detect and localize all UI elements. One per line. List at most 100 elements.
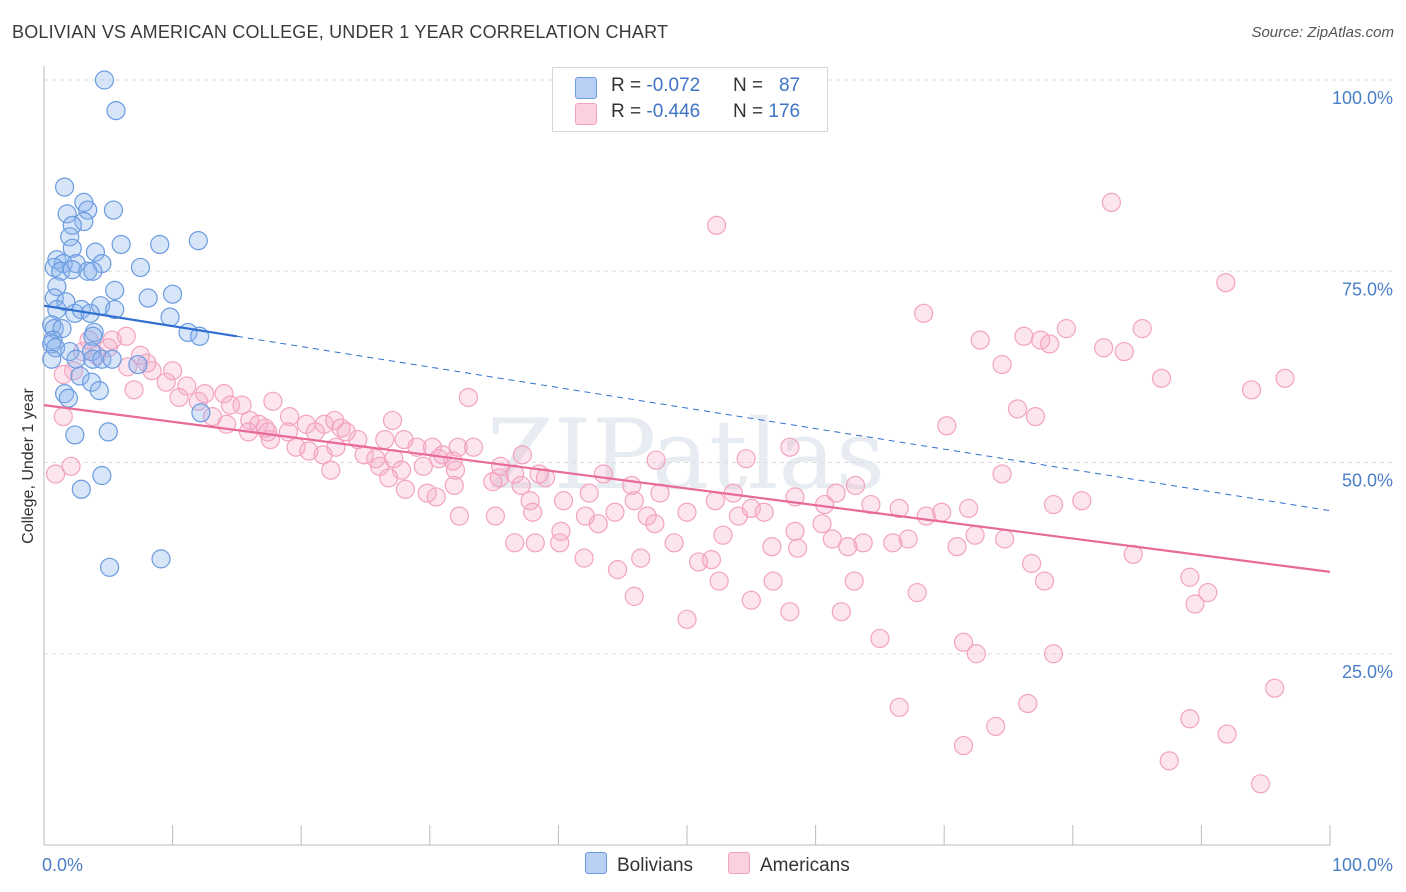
american-point-71 — [379, 468, 399, 488]
y-tick-label-2: 50.0% — [1342, 471, 1393, 491]
american-point-112 — [812, 514, 832, 534]
bolivian-point-49 — [81, 341, 102, 362]
american-point-70 — [593, 464, 614, 484]
bottom-legend-swatch-bolivians — [585, 852, 607, 874]
american-point-157 — [889, 697, 909, 717]
american-point-114 — [645, 514, 665, 534]
american-point-57 — [313, 445, 333, 465]
trend-lines — [43, 304, 1331, 573]
american-point-39 — [336, 422, 356, 442]
american-point-124 — [664, 533, 684, 553]
american-point-179 — [1275, 368, 1295, 388]
bolivian-point-47 — [45, 338, 66, 358]
bolivian-point-60 — [58, 388, 79, 408]
american-point-67 — [445, 460, 466, 480]
american-point-145 — [709, 571, 729, 591]
american-point-111 — [932, 502, 952, 522]
bolivian-point-26 — [105, 280, 125, 300]
american-point-63 — [736, 449, 756, 469]
american-point-10 — [142, 361, 162, 381]
american-point-41 — [375, 429, 395, 450]
american-point-79 — [511, 475, 531, 496]
american-point-183 — [937, 416, 957, 436]
american-point-62 — [646, 450, 666, 470]
american-point-172 — [1040, 334, 1060, 354]
american-point-16 — [195, 384, 215, 404]
bolivian-point-22 — [62, 260, 82, 280]
y-tick-label-0: 100.0% — [1332, 88, 1393, 108]
american-point-73 — [535, 468, 556, 488]
american-trend-line — [43, 404, 1331, 573]
bolivian-point-37 — [160, 307, 180, 327]
american-point-116 — [785, 521, 805, 541]
american-point-24 — [280, 407, 300, 427]
bolivian-point-10 — [111, 234, 131, 255]
american-point-2 — [116, 326, 136, 346]
bolivian-point-64 — [92, 465, 112, 486]
bolivian-point-9 — [60, 227, 80, 247]
legend-r-bolivians: R = -0.072 — [611, 75, 701, 96]
bolivian-point-13 — [62, 238, 82, 258]
american-point-106 — [485, 506, 505, 526]
american-point-12 — [53, 364, 73, 385]
american-point-23 — [53, 407, 73, 427]
american-point-18 — [169, 387, 189, 408]
american-point-122 — [505, 533, 525, 553]
american-point-119 — [853, 533, 873, 553]
american-point-103 — [1043, 494, 1064, 515]
american-point-17 — [214, 384, 234, 404]
american-point-154 — [1043, 644, 1064, 664]
bolivian-point-1 — [106, 100, 126, 121]
american-point-153 — [966, 644, 986, 664]
american-point-121 — [965, 525, 985, 545]
american-point-141 — [844, 571, 864, 591]
american-point-64 — [780, 437, 800, 457]
american-point-15 — [124, 380, 144, 400]
bolivian-point-4 — [57, 204, 77, 224]
american-point-50 — [463, 437, 484, 457]
american-point-175 — [1094, 338, 1114, 358]
american-point-105 — [449, 506, 469, 526]
american-point-88 — [861, 494, 881, 515]
american-point-77 — [458, 387, 478, 408]
bolivian-point-0 — [94, 70, 115, 90]
watermark: ZIPatlas — [487, 399, 885, 511]
american-point-149 — [831, 602, 851, 622]
bolivian-point-25 — [47, 276, 67, 297]
american-point-98 — [677, 502, 697, 522]
bolivian-point-7 — [74, 211, 94, 232]
american-point-120 — [898, 529, 918, 549]
american-point-118 — [822, 529, 842, 549]
american-point-142 — [1198, 582, 1218, 603]
bolivian-point-51 — [66, 349, 86, 369]
american-point-21 — [220, 395, 241, 415]
american-point-75 — [45, 464, 66, 484]
bolivian-point-55 — [128, 354, 148, 375]
american-point-135 — [1022, 553, 1042, 574]
american-point-178 — [1241, 380, 1262, 400]
american-point-56 — [512, 445, 532, 465]
american-point-34 — [331, 418, 351, 438]
bolivian-point-20 — [130, 257, 151, 278]
source-label: Source: ZipAtlas.com — [1251, 24, 1394, 41]
american-point-167 — [1216, 273, 1236, 293]
american-point-155 — [1185, 594, 1205, 614]
american-point-151 — [870, 628, 890, 649]
american-point-94 — [705, 491, 725, 511]
american-point-82 — [395, 479, 415, 499]
american-point-180 — [1151, 368, 1172, 388]
bolivian-trend-line — [43, 304, 238, 338]
bottom-legend-swatch-americans — [728, 852, 750, 874]
american-point-78 — [444, 475, 464, 496]
bolivian-point-45 — [83, 326, 103, 346]
american-point-160 — [1217, 724, 1237, 744]
american-point-11 — [163, 361, 183, 381]
bolivian-point-63 — [98, 422, 118, 442]
american-point-143 — [907, 582, 927, 603]
bolivian-point-65 — [71, 479, 91, 499]
american-point-128 — [883, 533, 903, 553]
american-point-45 — [299, 441, 319, 461]
american-point-133 — [701, 550, 722, 570]
american-point-162 — [953, 735, 974, 756]
american-point-139 — [607, 559, 628, 580]
